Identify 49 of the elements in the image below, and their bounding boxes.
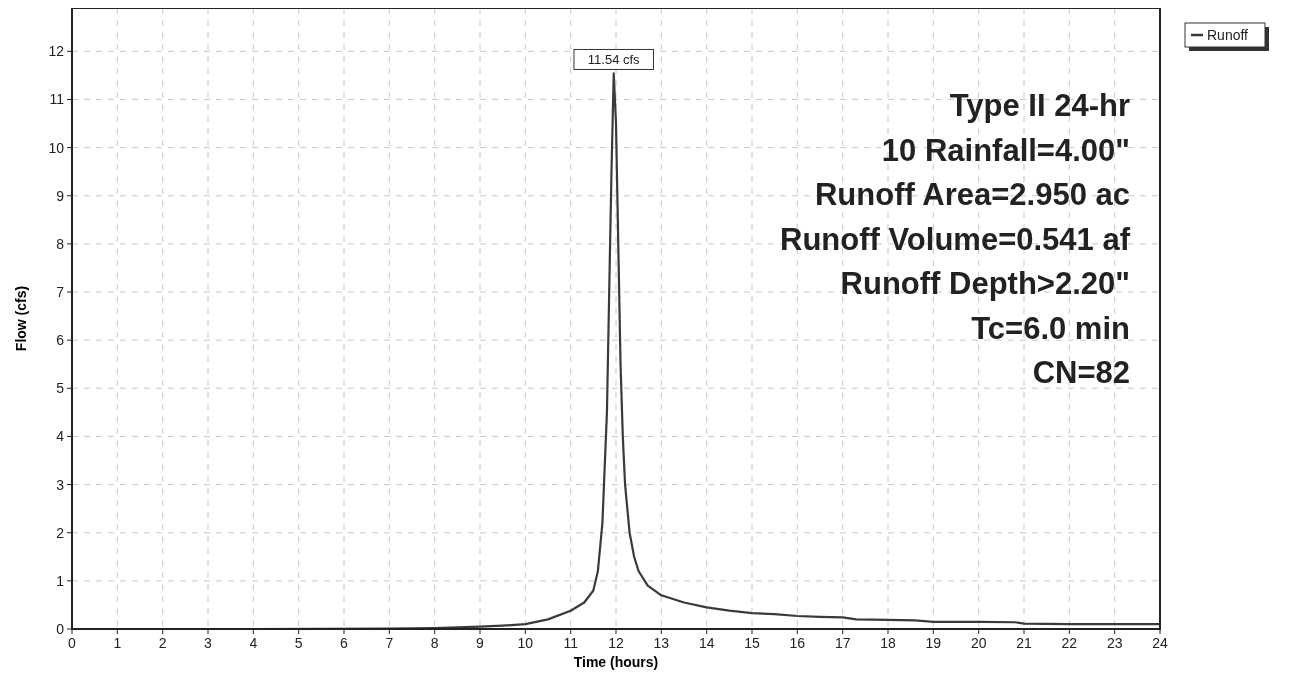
x-tick-label: 12 [608, 635, 624, 651]
annotation: 11.54 cfs [587, 52, 641, 68]
x-tick-label: 4 [249, 635, 258, 651]
y-tick-label: 5 [56, 380, 65, 397]
annotation: Runoff Volume=0.541 af [780, 221, 1131, 257]
y-tick-label: 1 [56, 572, 65, 589]
x-tick-label: 19 [925, 635, 942, 651]
legend-label: Runoff [1207, 27, 1249, 43]
x-tick-label: 6 [340, 635, 349, 651]
x-tick-label: 0 [68, 635, 77, 651]
annotation: 10 Rainfall=4.00" [881, 132, 1130, 168]
y-tick-label: 9 [56, 187, 65, 204]
x-tick-label: 9 [476, 635, 485, 651]
x-tick-label: 5 [294, 635, 303, 651]
x-tick-label: 20 [970, 635, 987, 651]
y-tick-label: 8 [56, 235, 65, 252]
y-axis-title: Flow (cfs) [13, 285, 29, 352]
x-axis-title: Time (hours) [573, 654, 659, 670]
x-tick-label: 1 [113, 635, 122, 651]
y-tick-label: 0 [56, 621, 65, 637]
x-tick-label: 2 [158, 635, 167, 651]
x-tick-label: 10 [517, 635, 534, 651]
x-tick-label: 16 [789, 635, 806, 651]
x-tick-label: 3 [204, 635, 213, 651]
x-tick-label: 14 [698, 635, 715, 651]
x-tick-label: 18 [880, 635, 896, 651]
x-tick-label: 21 [1016, 635, 1032, 651]
x-tick-label: 17 [834, 635, 851, 651]
y-tick-label: 11 [49, 91, 65, 108]
y-tick-label: 2 [56, 524, 65, 541]
x-tick-label: 7 [385, 635, 394, 651]
annotation: Runoff Depth>2.20" [840, 266, 1130, 301]
annotation: Type II 24-hr [949, 88, 1130, 123]
y-tick-label: 7 [56, 284, 65, 301]
x-tick-label: 8 [430, 635, 439, 651]
y-tick-label: 4 [56, 428, 65, 445]
annotation: Tc=6.0 min [971, 310, 1130, 346]
x-tick-label: 23 [1106, 635, 1123, 651]
x-tick-label: 24 [1152, 635, 1168, 651]
x-tick-label: 15 [744, 635, 760, 651]
y-tick-label: 12 [48, 43, 65, 60]
x-tick-label: 11 [563, 635, 579, 651]
y-tick-label: 6 [56, 332, 65, 349]
annotation: CN=82 [1032, 355, 1130, 390]
x-tick-label: 13 [653, 635, 670, 651]
x-tick-label: 22 [1061, 635, 1078, 651]
y-tick-label: 10 [48, 139, 65, 156]
annotation: Runoff Area=2.950 ac [814, 177, 1130, 212]
y-tick-label: 3 [56, 476, 65, 493]
